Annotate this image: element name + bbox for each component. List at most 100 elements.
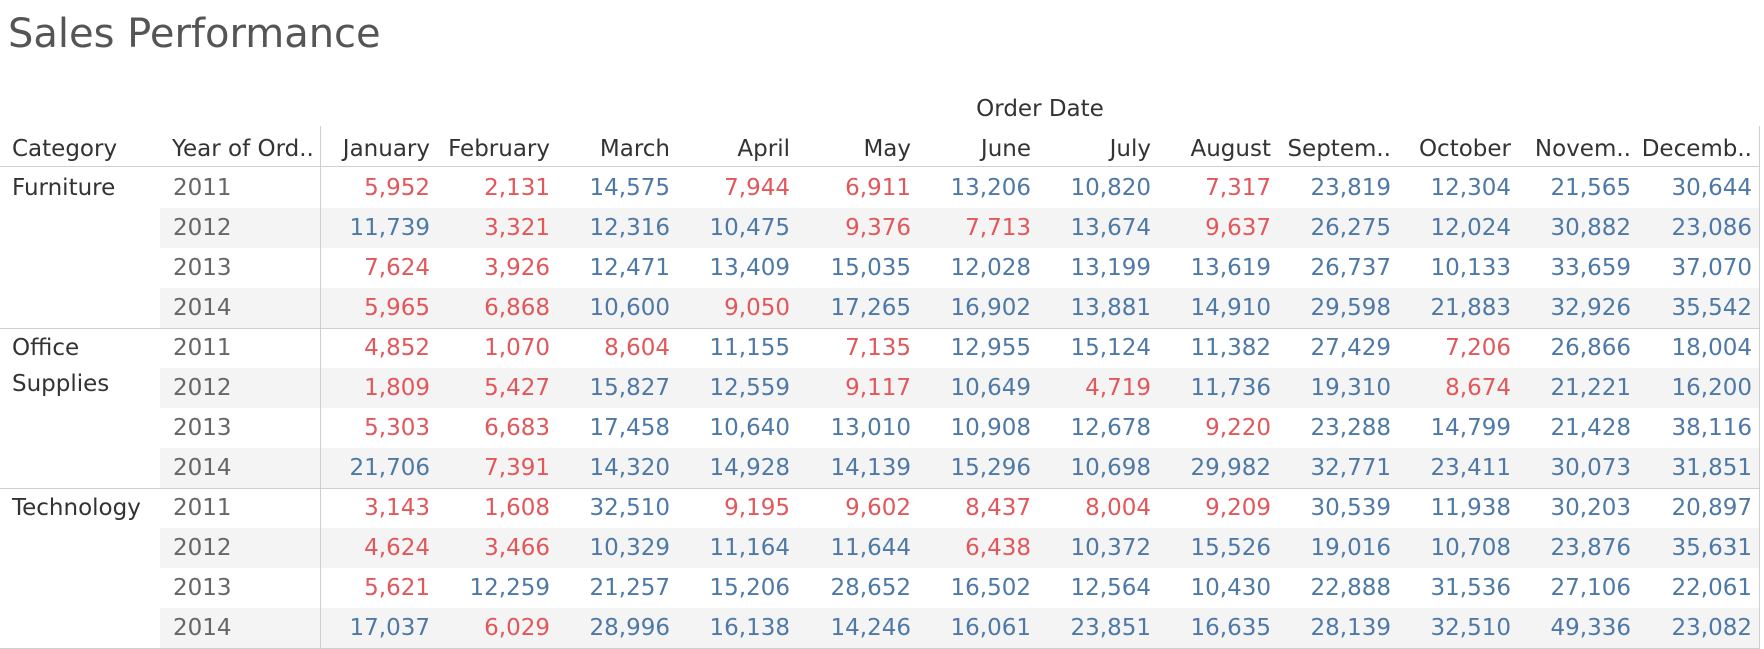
- table-cell[interactable]: 6,911: [845, 175, 911, 201]
- table-cell[interactable]: 16,902: [950, 295, 1031, 321]
- table-cell[interactable]: 30,539: [1310, 495, 1391, 521]
- table-cell[interactable]: 11,644: [830, 535, 911, 561]
- table-cell[interactable]: 7,317: [1205, 175, 1271, 201]
- table-cell[interactable]: 5,952: [364, 175, 430, 201]
- table-cell[interactable]: 15,827: [589, 375, 670, 401]
- header-month[interactable]: January: [342, 136, 430, 162]
- table-cell[interactable]: 26,737: [1310, 255, 1391, 281]
- table-cell[interactable]: 18,004: [1671, 335, 1752, 361]
- header-month[interactable]: October: [1418, 136, 1511, 162]
- header-month[interactable]: February: [448, 136, 550, 162]
- table-cell[interactable]: 10,908: [950, 415, 1031, 441]
- table-cell[interactable]: 12,259: [469, 575, 550, 601]
- table-cell[interactable]: 28,652: [830, 575, 911, 601]
- table-cell[interactable]: 11,155: [709, 335, 790, 361]
- table-cell[interactable]: 29,982: [1190, 455, 1271, 481]
- table-cell[interactable]: 2,131: [484, 175, 550, 201]
- table-cell[interactable]: 19,310: [1310, 375, 1391, 401]
- table-cell[interactable]: 13,881: [1070, 295, 1151, 321]
- table-cell[interactable]: 26,275: [1310, 215, 1391, 241]
- table-cell[interactable]: 13,199: [1070, 255, 1151, 281]
- table-cell[interactable]: 10,329: [589, 535, 670, 561]
- table-cell[interactable]: 6,029: [484, 615, 550, 641]
- table-cell[interactable]: 5,427: [484, 375, 550, 401]
- table-cell[interactable]: 14,910: [1190, 295, 1271, 321]
- header-month[interactable]: March: [599, 136, 670, 162]
- header-year[interactable]: Year of Ord..: [172, 136, 314, 162]
- table-cell[interactable]: 30,644: [1671, 175, 1752, 201]
- table-cell[interactable]: 32,771: [1310, 455, 1391, 481]
- table-cell[interactable]: 7,206: [1445, 335, 1511, 361]
- table-cell[interactable]: 11,164: [709, 535, 790, 561]
- table-cell[interactable]: 12,955: [950, 335, 1031, 361]
- table-cell[interactable]: 7,624: [364, 255, 430, 281]
- table-cell[interactable]: 12,304: [1430, 175, 1511, 201]
- table-cell[interactable]: 1,809: [364, 375, 430, 401]
- table-cell[interactable]: 32,510: [1430, 615, 1511, 641]
- table-cell[interactable]: 10,708: [1430, 535, 1511, 561]
- table-cell[interactable]: 14,139: [830, 455, 911, 481]
- table-cell[interactable]: 31,851: [1671, 455, 1752, 481]
- table-cell[interactable]: 13,674: [1070, 215, 1151, 241]
- table-cell[interactable]: 6,683: [484, 415, 550, 441]
- table-cell[interactable]: 3,321: [484, 215, 550, 241]
- header-month[interactable]: August: [1190, 136, 1272, 162]
- table-cell[interactable]: 14,246: [830, 615, 911, 641]
- table-cell[interactable]: 14,928: [709, 455, 790, 481]
- table-cell[interactable]: 6,868: [484, 295, 550, 321]
- header-month[interactable]: April: [737, 136, 790, 162]
- table-cell[interactable]: 21,428: [1550, 415, 1631, 441]
- table-cell[interactable]: 12,564: [1070, 575, 1151, 601]
- table-cell[interactable]: 15,035: [830, 255, 911, 281]
- table-cell[interactable]: 12,678: [1070, 415, 1151, 441]
- table-cell[interactable]: 7,713: [965, 215, 1031, 241]
- table-cell[interactable]: 22,888: [1310, 575, 1391, 601]
- table-cell[interactable]: 23,288: [1310, 415, 1391, 441]
- table-cell[interactable]: 26,866: [1550, 335, 1631, 361]
- table-cell[interactable]: 35,631: [1671, 535, 1752, 561]
- table-cell[interactable]: 10,133: [1430, 255, 1511, 281]
- table-cell[interactable]: 37,070: [1671, 255, 1752, 281]
- table-cell[interactable]: 12,024: [1430, 215, 1511, 241]
- table-cell[interactable]: 8,674: [1445, 375, 1511, 401]
- table-cell[interactable]: 32,926: [1550, 295, 1631, 321]
- table-cell[interactable]: 30,073: [1550, 455, 1631, 481]
- table-cell[interactable]: 8,004: [1085, 495, 1151, 521]
- header-month[interactable]: Novem..: [1534, 136, 1631, 162]
- table-cell[interactable]: 29,598: [1310, 295, 1391, 321]
- header-month[interactable]: May: [863, 136, 911, 162]
- table-cell[interactable]: 15,124: [1070, 335, 1151, 361]
- table-cell[interactable]: 10,820: [1070, 175, 1151, 201]
- header-month[interactable]: Decemb..: [1641, 136, 1752, 162]
- table-cell[interactable]: 23,411: [1430, 455, 1511, 481]
- table-cell[interactable]: 11,382: [1190, 335, 1271, 361]
- table-cell[interactable]: 16,502: [950, 575, 1031, 601]
- table-cell[interactable]: 9,117: [845, 375, 911, 401]
- table-cell[interactable]: 11,938: [1430, 495, 1511, 521]
- table-cell[interactable]: 21,565: [1550, 175, 1631, 201]
- table-cell[interactable]: 23,082: [1671, 615, 1752, 641]
- table-cell[interactable]: 27,106: [1550, 575, 1631, 601]
- table-cell[interactable]: 6,438: [965, 535, 1031, 561]
- table-cell[interactable]: 12,471: [589, 255, 670, 281]
- table-cell[interactable]: 9,637: [1205, 215, 1271, 241]
- table-cell[interactable]: 16,138: [709, 615, 790, 641]
- table-cell[interactable]: 21,257: [589, 575, 670, 601]
- table-cell[interactable]: 17,265: [830, 295, 911, 321]
- table-cell[interactable]: 28,996: [589, 615, 670, 641]
- table-cell[interactable]: 10,475: [709, 215, 790, 241]
- table-cell[interactable]: 23,086: [1671, 215, 1752, 241]
- table-cell[interactable]: 3,926: [484, 255, 550, 281]
- table-cell[interactable]: 9,220: [1205, 415, 1271, 441]
- table-cell[interactable]: 3,143: [364, 495, 430, 521]
- table-cell[interactable]: 10,698: [1070, 455, 1151, 481]
- table-cell[interactable]: 16,200: [1671, 375, 1752, 401]
- table-cell[interactable]: 49,336: [1550, 615, 1631, 641]
- table-cell[interactable]: 8,437: [965, 495, 1031, 521]
- table-cell[interactable]: 10,640: [709, 415, 790, 441]
- table-cell[interactable]: 16,061: [950, 615, 1031, 641]
- table-cell[interactable]: 10,372: [1070, 535, 1151, 561]
- table-cell[interactable]: 21,221: [1550, 375, 1631, 401]
- table-cell[interactable]: 4,719: [1085, 375, 1151, 401]
- table-cell[interactable]: 30,882: [1550, 215, 1631, 241]
